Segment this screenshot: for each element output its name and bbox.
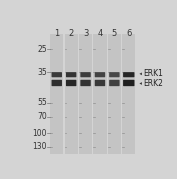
FancyBboxPatch shape — [123, 80, 135, 86]
Text: 70: 70 — [37, 112, 47, 121]
Text: 100: 100 — [32, 129, 47, 138]
Text: 4: 4 — [97, 29, 103, 38]
Text: 2: 2 — [68, 29, 74, 38]
Text: 25: 25 — [37, 45, 47, 54]
FancyBboxPatch shape — [66, 80, 76, 86]
Text: 1: 1 — [54, 29, 59, 38]
FancyBboxPatch shape — [95, 80, 105, 86]
Bar — [64, 34, 78, 154]
Bar — [108, 34, 121, 154]
Polygon shape — [139, 82, 142, 85]
FancyBboxPatch shape — [109, 80, 120, 86]
FancyBboxPatch shape — [66, 72, 76, 77]
Bar — [93, 34, 107, 154]
FancyBboxPatch shape — [123, 72, 135, 77]
Text: 3: 3 — [83, 29, 88, 38]
Bar — [122, 34, 135, 154]
Bar — [79, 34, 92, 154]
Text: 35: 35 — [37, 68, 47, 77]
Text: ERK1: ERK1 — [143, 69, 163, 78]
Bar — [50, 34, 63, 154]
FancyBboxPatch shape — [95, 72, 105, 77]
FancyBboxPatch shape — [52, 72, 62, 77]
FancyBboxPatch shape — [52, 80, 62, 86]
FancyBboxPatch shape — [80, 72, 91, 77]
FancyBboxPatch shape — [80, 80, 91, 86]
Polygon shape — [139, 72, 142, 75]
Text: 5: 5 — [112, 29, 117, 38]
Text: 6: 6 — [126, 29, 132, 38]
FancyBboxPatch shape — [109, 72, 120, 77]
Text: ERK2: ERK2 — [143, 79, 163, 88]
Text: 130: 130 — [32, 142, 47, 151]
Text: 55: 55 — [37, 98, 47, 107]
